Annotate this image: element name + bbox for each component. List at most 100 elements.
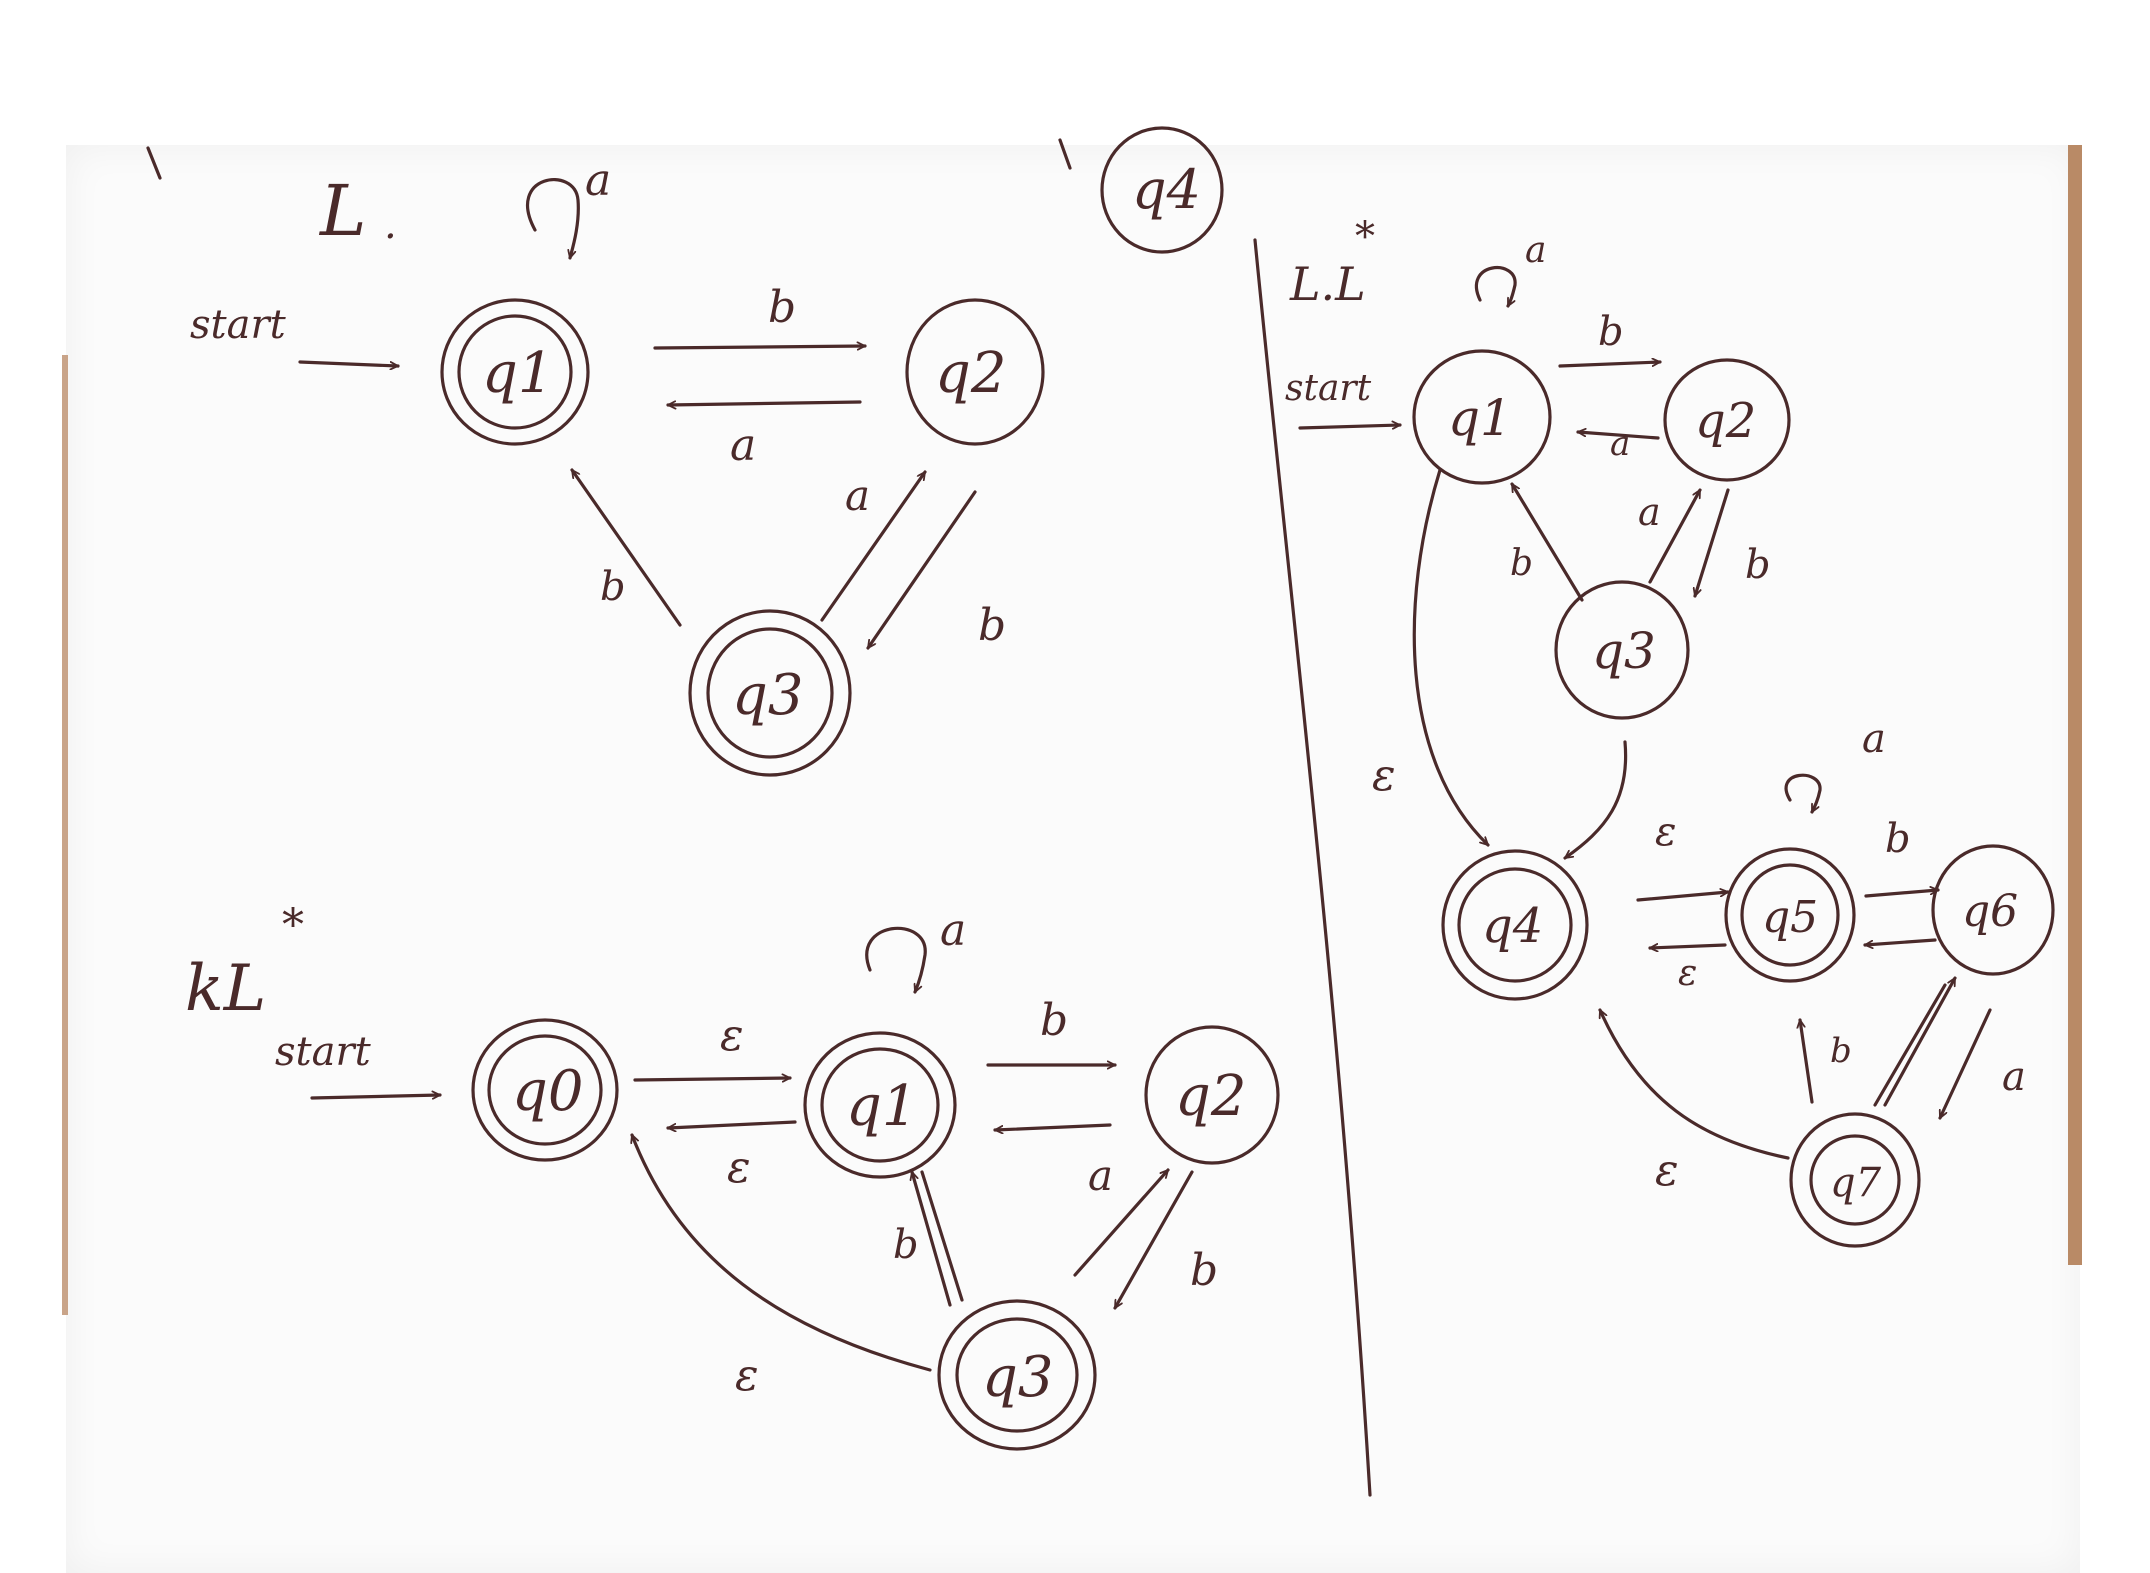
divider-line [1253, 238, 1372, 1497]
diagram-ll-title: L.L [1289, 257, 1366, 311]
svg-text:a: a [845, 471, 870, 520]
svg-text:b: b [893, 1222, 919, 1268]
edge-q0-q1 [633, 1078, 792, 1080]
svg-text:b: b [600, 564, 626, 610]
edge-q6-q7 [1938, 1008, 1992, 1118]
svg-text:q3: q3 [732, 663, 803, 728]
state-q4: q4 [1100, 126, 1224, 254]
svg-text:q6: q6 [1962, 886, 2018, 937]
edge-q2-q3 [1695, 488, 1730, 596]
svg-text:b: b [1510, 543, 1533, 584]
start-arrow [1298, 425, 1402, 428]
edge-q3-q2 [1648, 490, 1702, 584]
edge-q5-q4 [1648, 945, 1727, 948]
state-q2: q2 [1144, 1025, 1280, 1165]
svg-text:b: b [1885, 816, 1911, 862]
edge-q2-q1 [993, 1123, 1112, 1130]
svg-text:b: b [1190, 1245, 1218, 1296]
svg-text:q5: q5 [1762, 892, 1818, 943]
svg-text:a: a [940, 905, 966, 956]
svg-text:a: a [1610, 424, 1630, 464]
paper-sheet [66, 145, 2080, 1573]
diagram-l: L . start q4 q1 q2 q3 a b [190, 126, 1224, 777]
start-label: start [190, 302, 287, 348]
svg-text:ε: ε [735, 1350, 759, 1401]
svg-text:b: b [1040, 995, 1068, 1046]
diagram-ll-star: L.L * start q1 q2 q3 q4 q5 q6 [1285, 214, 2055, 1248]
svg-text:ε: ε [1655, 1145, 1679, 1196]
svg-text:b: b [1830, 1031, 1852, 1071]
svg-text:b: b [768, 282, 796, 333]
state-q7: q7 [1789, 1112, 1921, 1248]
loop-q1 [1474, 266, 1517, 306]
state-q4: q4 [1441, 849, 1589, 1001]
edge-q2-q3 [1113, 1170, 1194, 1308]
svg-text:b: b [978, 600, 1006, 651]
svg-text:ε: ε [727, 1142, 751, 1193]
edge-q3-q2 [1073, 1168, 1170, 1277]
svg-text:a: a [1088, 1151, 1113, 1200]
state-q6: q6 [1931, 844, 2055, 976]
svg-text:a: a [585, 155, 611, 206]
edge-q7-q5 [1800, 1018, 1814, 1104]
state-q0: q0 [471, 1018, 619, 1162]
edge-q5-q6 [1864, 890, 1940, 898]
edge-q3-q1 [570, 470, 682, 627]
start-label: start [275, 1029, 372, 1075]
diagram-l-title: L [318, 170, 366, 252]
state-q3: q3 [1554, 580, 1690, 720]
edge-q3-q1 [912, 1172, 952, 1307]
edge-q3-q0 [632, 1135, 932, 1372]
kleene-star-mark: * [1355, 214, 1375, 260]
edge-q1-q0 [666, 1120, 797, 1128]
svg-text:q1: q1 [1448, 389, 1512, 447]
svg-text:ε: ε [1678, 953, 1697, 994]
diagram-kl-star: kL * start q0 q1 q2 q3 a ε ε [185, 900, 1280, 1451]
edge-q4-q5 [1636, 892, 1730, 902]
paper-left-edge [62, 355, 68, 1315]
corner-mark [1058, 138, 1072, 170]
kleene-star-mark: * [282, 900, 304, 951]
svg-text:q4: q4 [1482, 898, 1543, 954]
svg-text:q4: q4 [1132, 158, 1201, 221]
edge-q1-q2 [1558, 362, 1662, 368]
loop-q1 [865, 926, 927, 992]
edge-q2-q3 [866, 490, 977, 648]
svg-text:q2: q2 [935, 341, 1006, 406]
title-colon: . [384, 202, 397, 248]
corner-mark [146, 146, 162, 180]
svg-text:q0: q0 [512, 1059, 583, 1124]
edge-q7-q4 [1598, 1010, 1790, 1160]
edge-q3-q2 [820, 472, 927, 622]
edge-q7-q6-stroke [1873, 983, 1947, 1107]
svg-text:q3: q3 [1592, 622, 1656, 680]
diagram-kl-title: kL [185, 952, 266, 1026]
state-q1: q1 [803, 1031, 957, 1179]
svg-text:a: a [2002, 1054, 2026, 1100]
edge-q7-q6 [1883, 978, 1957, 1107]
svg-text:b: b [1745, 542, 1771, 588]
state-q3: q3 [937, 1299, 1097, 1451]
state-q1: q1 [1412, 349, 1552, 485]
svg-text:b: b [1598, 309, 1624, 355]
svg-text:q3: q3 [982, 1345, 1053, 1410]
svg-text:ε: ε [1655, 809, 1676, 855]
svg-text:a: a [1638, 490, 1661, 534]
state-q3: q3 [688, 609, 852, 777]
paper-right-edge [2068, 145, 2082, 1265]
svg-text:a: a [1862, 716, 1886, 762]
edge-q3-q4 [1565, 740, 1628, 860]
svg-text:ε: ε [720, 1010, 744, 1061]
edge-q1-q2 [653, 346, 867, 348]
edge-q6-q5 [1863, 938, 1937, 945]
svg-text:ε: ε [1372, 750, 1396, 801]
svg-text:q7: q7 [1830, 1160, 1882, 1206]
state-q2: q2 [905, 298, 1045, 446]
svg-text:q1: q1 [482, 341, 553, 406]
svg-text:a: a [1525, 230, 1546, 271]
edge-q2-q1 [1576, 432, 1660, 440]
start-label: start [1285, 368, 1372, 409]
loop-q5 [1784, 773, 1822, 812]
start-arrow [310, 1095, 442, 1098]
